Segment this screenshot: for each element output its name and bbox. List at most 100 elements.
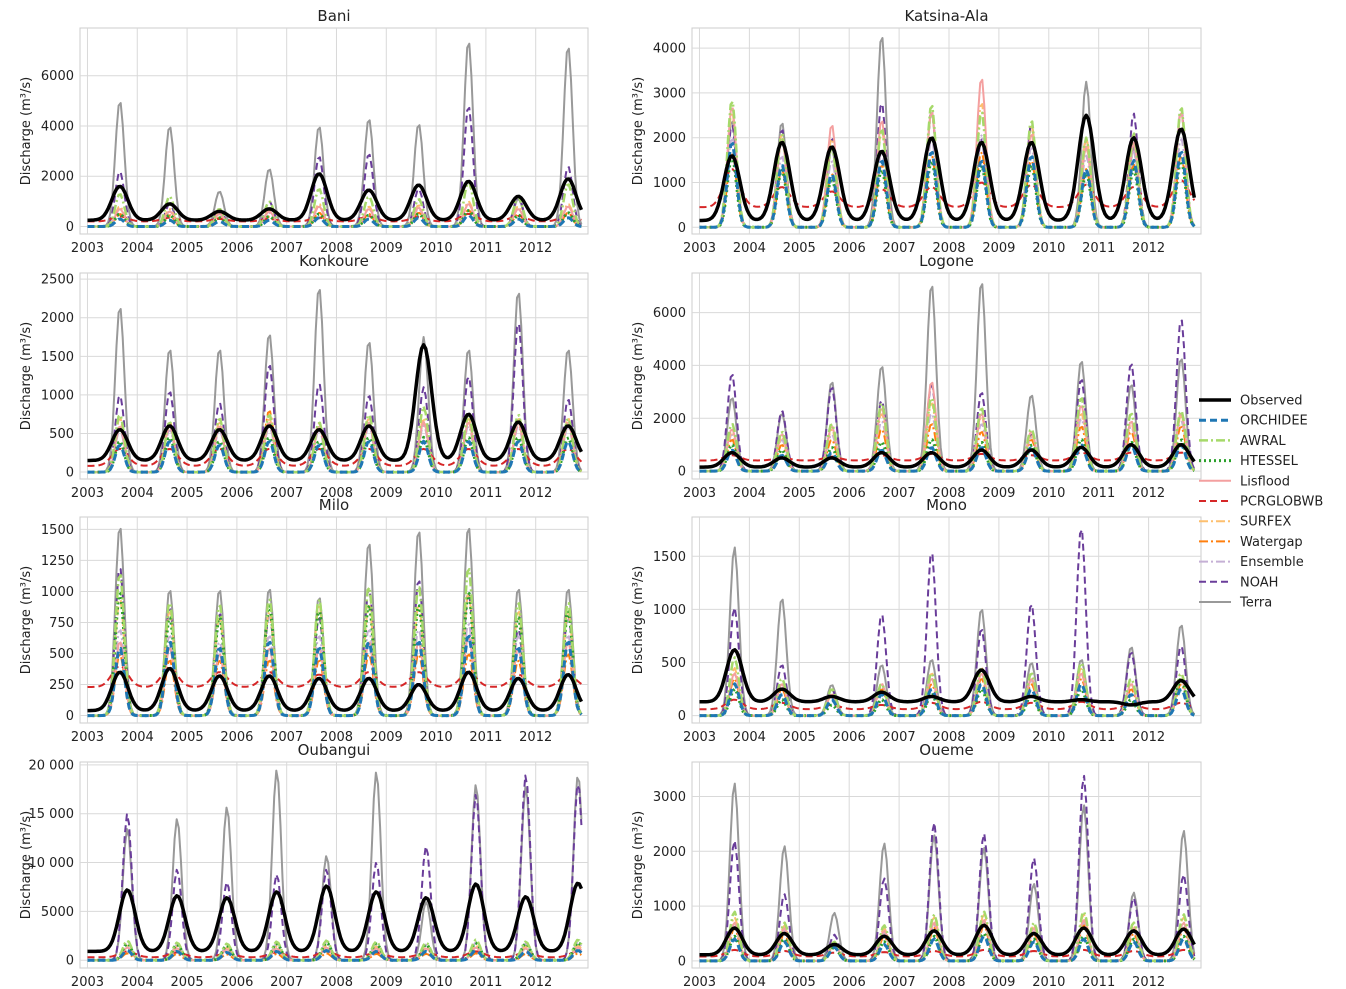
- series-line-observed: [699, 443, 1196, 469]
- panel-logone: 2003 2004 2005 2006 2007 2008 2009 2010 2011 2012…: [631, 252, 1202, 501]
- y-tick-label: 5000: [41, 905, 74, 920]
- y-tick-label: 250: [49, 678, 74, 693]
- panel-title: Milo: [319, 496, 349, 514]
- y-tick-label: 0: [66, 466, 74, 481]
- y-tick-label: 2000: [653, 845, 686, 860]
- series-line-pcrglobwb: [699, 948, 1195, 958]
- x-tick-label: 2006: [220, 241, 253, 256]
- x-tick-label: 2009: [370, 975, 403, 989]
- plot-area: [79, 516, 589, 724]
- x-tick-label: 2011: [1082, 730, 1115, 745]
- y-axis-label: Discharge (m³/s): [19, 77, 34, 185]
- y-axis-label: Discharge (m³/s): [631, 566, 646, 674]
- y-tick-label: 2000: [653, 412, 686, 427]
- y-tick-label: 0: [678, 465, 686, 480]
- panel-milo: 2003 2004 2005 2006 2007 2008 2009 2010 2011 2012…: [19, 496, 589, 745]
- x-tick-label: 2007: [270, 486, 303, 501]
- x-tick-label: 2003: [683, 486, 716, 501]
- y-tick-label: 15 000: [29, 807, 75, 822]
- panel-bani: 2003 2004 2005 2006 2007 2008 2009 2010 2011 2012…: [19, 7, 589, 256]
- y-tick-label: 1250: [41, 554, 74, 569]
- series-line-pcrglobwb: [699, 451, 1195, 462]
- x-tick-label: 2003: [683, 241, 716, 256]
- x-tick-label: 2012: [1132, 975, 1165, 989]
- x-tick-label: 2011: [469, 730, 502, 745]
- series-line-awral: [699, 910, 1196, 963]
- panel-konkoure: 2003 2004 2005 2006 2007 2008 2009 2010 2011 2012…: [19, 252, 589, 501]
- x-tick-label: 2004: [733, 241, 766, 256]
- y-tick-label: 2000: [41, 311, 74, 326]
- x-tick-label: 2009: [370, 486, 403, 501]
- x-tick-label: 2005: [171, 486, 204, 501]
- x-tick-label: 2007: [270, 975, 303, 989]
- y-tick-label: 2000: [41, 170, 74, 185]
- y-tick-label: 3000: [653, 790, 686, 805]
- y-axis-label: Discharge (m³/s): [19, 322, 34, 430]
- x-tick-label: 2006: [833, 730, 866, 745]
- legend-label: Lisflood: [1240, 474, 1290, 489]
- x-tick-label: 2009: [370, 241, 403, 256]
- legend: Observed ORCHIDEE AWRAL HTESSEL Lisflood PCRG…: [1199, 394, 1323, 611]
- x-tick-label: 2006: [833, 486, 866, 501]
- x-tick-label: 2003: [683, 975, 716, 989]
- x-tick-label: 2009: [982, 975, 1015, 989]
- legend-label: AWRAL: [1240, 434, 1286, 449]
- series-line-observed: [699, 648, 1196, 707]
- y-tick-label: 0: [678, 954, 686, 969]
- y-tick-label: 6000: [41, 69, 74, 84]
- legend-label: Observed: [1240, 394, 1303, 409]
- x-tick-label: 2010: [420, 975, 453, 989]
- x-tick-label: 2008: [932, 486, 965, 501]
- x-tick-label: 2009: [982, 730, 1015, 745]
- x-tick-label: 2011: [1082, 975, 1115, 989]
- x-tick-label: 2007: [883, 241, 916, 256]
- y-tick-label: 6000: [653, 306, 686, 321]
- y-tick-label: 0: [66, 954, 74, 969]
- panel-oubangui: 2003 2004 2005 2006 2007 2008 2009 2010 2011 2012…: [19, 741, 589, 989]
- y-tick-label: 1000: [653, 900, 686, 915]
- series-line-orchidee: [699, 682, 1195, 718]
- y-tick-label: 2500: [41, 273, 74, 288]
- series-line-pcrglobwb: [87, 665, 582, 688]
- x-tick-label: 2012: [1132, 730, 1165, 745]
- series-line-observed: [87, 172, 584, 222]
- y-tick-label: 1000: [41, 388, 74, 403]
- x-tick-label: 2004: [121, 241, 154, 256]
- series-line-pcrglobwb: [87, 447, 583, 467]
- panel-title: Oubangui: [298, 741, 371, 759]
- y-tick-label: 0: [678, 709, 686, 724]
- x-tick-label: 2006: [220, 975, 253, 989]
- x-tick-label: 2010: [420, 486, 453, 501]
- y-axis-label: Discharge (m³/s): [19, 811, 34, 919]
- x-tick-label: 2011: [469, 975, 502, 989]
- panel-oueme: 2003 2004 2005 2006 2007 2008 2009 2010 2011 2012…: [631, 741, 1202, 989]
- x-tick-label: 2008: [932, 241, 965, 256]
- x-tick-label: 2010: [420, 730, 453, 745]
- x-tick-label: 2004: [733, 730, 766, 745]
- x-tick-label: 2005: [783, 241, 816, 256]
- x-tick-label: 2009: [982, 486, 1015, 501]
- series-line-pcrglobwb: [699, 168, 1196, 209]
- x-tick-label: 2004: [733, 975, 766, 989]
- x-tick-label: 2007: [883, 730, 916, 745]
- x-tick-label: 2007: [883, 486, 916, 501]
- y-tick-label: 3000: [653, 86, 686, 101]
- series-line-orchidee: [87, 439, 583, 474]
- series-line-observed: [87, 666, 583, 713]
- x-tick-label: 2004: [733, 486, 766, 501]
- x-tick-label: 2005: [783, 486, 816, 501]
- y-tick-label: 500: [49, 647, 74, 662]
- x-tick-label: 2012: [519, 975, 552, 989]
- y-tick-label: 0: [678, 221, 686, 236]
- x-tick-label: 2007: [270, 730, 303, 745]
- x-tick-label: 2005: [783, 975, 816, 989]
- panel-title: Mono: [926, 496, 967, 514]
- panel-katsina-ala: 2003 2004 2005 2006 2007 2008 2009 2010 2011 2012…: [631, 7, 1202, 256]
- y-tick-label: 1500: [41, 523, 74, 538]
- y-axis-label: Discharge (m³/s): [631, 322, 646, 430]
- legend-label: SURFEX: [1240, 515, 1291, 530]
- panel-title: Konkoure: [299, 252, 369, 270]
- legend-label: Ensemble: [1240, 555, 1304, 570]
- x-tick-label: 2006: [220, 486, 253, 501]
- x-tick-label: 2010: [1032, 486, 1065, 501]
